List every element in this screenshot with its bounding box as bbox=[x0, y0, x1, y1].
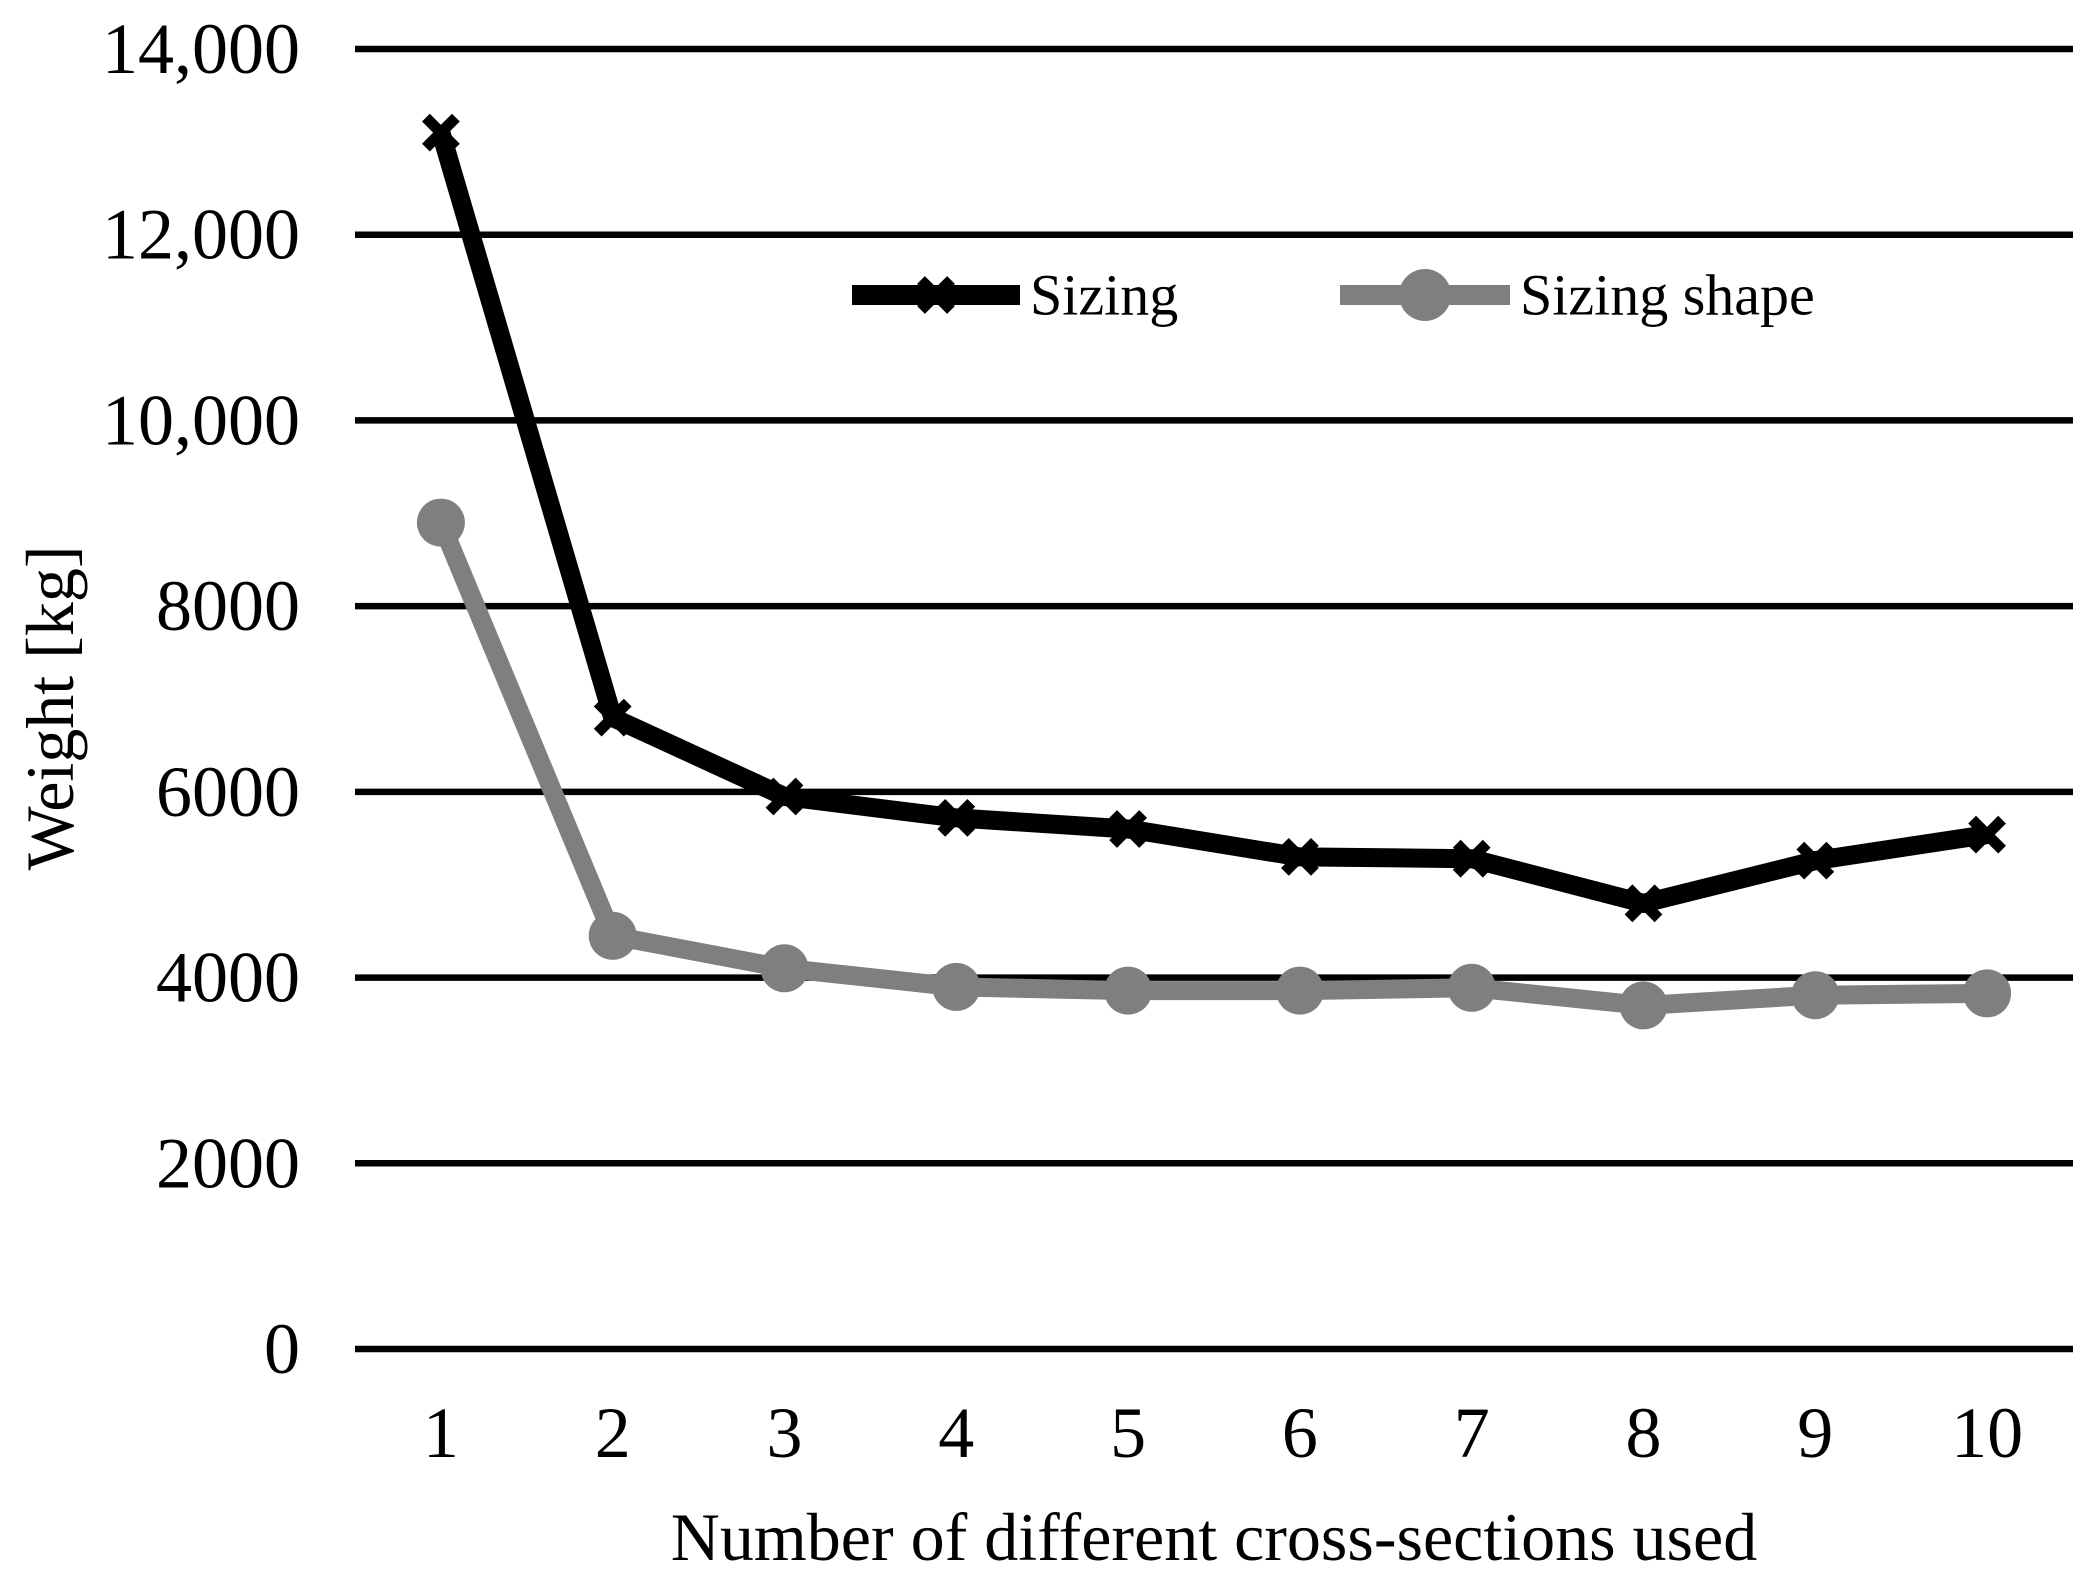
y-tick-label: 6000 bbox=[156, 752, 300, 832]
x-tick-label: 6 bbox=[1282, 1393, 1318, 1473]
x-tick-label: 8 bbox=[1626, 1393, 1662, 1473]
circle-marker-icon bbox=[1447, 963, 1496, 1012]
series-plot bbox=[416, 113, 2012, 1030]
circle-marker-icon bbox=[416, 498, 465, 547]
circle-marker-icon bbox=[1104, 966, 1153, 1015]
legend: Sizing Sizing shape bbox=[852, 263, 1815, 328]
x-marker-icon bbox=[422, 113, 460, 152]
x-marker-icon bbox=[1624, 884, 1663, 923]
x-marker-icon bbox=[937, 799, 976, 837]
x-tick-label: 5 bbox=[1110, 1393, 1146, 1473]
x-marker-icon bbox=[593, 698, 632, 737]
x-axis-tick-labels: 1 2 3 4 5 6 7 8 9 10 bbox=[423, 1393, 2023, 1473]
legend-label-sizing-shape: Sizing shape bbox=[1520, 263, 1815, 328]
x-tick-label: 3 bbox=[767, 1393, 803, 1473]
series-sizing-shape bbox=[416, 498, 2012, 1030]
y-tick-label: 10,000 bbox=[102, 380, 300, 460]
x-marker-icon bbox=[1452, 839, 1491, 878]
x-marker-icon bbox=[1109, 810, 1147, 848]
x-tick-label: 1 bbox=[423, 1393, 459, 1473]
circle-marker-icon bbox=[1791, 971, 1840, 1020]
y-axis-tick-labels: 0 2000 4000 6000 8000 10,000 12,000 14,000 bbox=[102, 9, 300, 1389]
x-tick-label: 4 bbox=[938, 1393, 974, 1473]
y-axis-title: Weight [kg] bbox=[12, 546, 88, 871]
y-tick-label: 14,000 bbox=[102, 9, 300, 89]
y-tick-label: 2000 bbox=[156, 1123, 300, 1203]
circle-marker-icon bbox=[1963, 969, 2012, 1018]
series-line bbox=[431, 129, 1989, 914]
x-tick-label: 10 bbox=[1951, 1393, 2023, 1473]
x-marker-icon bbox=[1968, 815, 2006, 854]
x-marker-icon bbox=[1281, 838, 1319, 876]
x-marker-icon bbox=[765, 777, 804, 816]
legend-circle-marker-icon bbox=[1399, 269, 1451, 321]
x-tick-label: 7 bbox=[1454, 1393, 1490, 1473]
gridlines bbox=[355, 45, 2073, 1353]
y-tick-label: 4000 bbox=[156, 938, 300, 1018]
x-marker-icon bbox=[1796, 841, 1835, 880]
series-sizing bbox=[422, 113, 2006, 923]
x-axis-title: Number of different cross-sections used bbox=[671, 1499, 1757, 1575]
circle-marker-icon bbox=[1619, 981, 1668, 1030]
y-tick-label: 12,000 bbox=[102, 195, 300, 275]
y-tick-label: 0 bbox=[264, 1309, 300, 1389]
circle-marker-icon bbox=[932, 962, 981, 1011]
series-line bbox=[432, 518, 1988, 1015]
circle-marker-icon bbox=[760, 944, 809, 993]
legend-label-sizing: Sizing bbox=[1030, 263, 1178, 328]
x-tick-label: 9 bbox=[1797, 1393, 1833, 1473]
x-tick-label: 2 bbox=[595, 1393, 631, 1473]
legend-x-marker-icon bbox=[917, 276, 955, 314]
circle-marker-icon bbox=[1275, 966, 1324, 1015]
circle-marker-icon bbox=[588, 911, 637, 960]
y-tick-label: 8000 bbox=[156, 566, 300, 646]
